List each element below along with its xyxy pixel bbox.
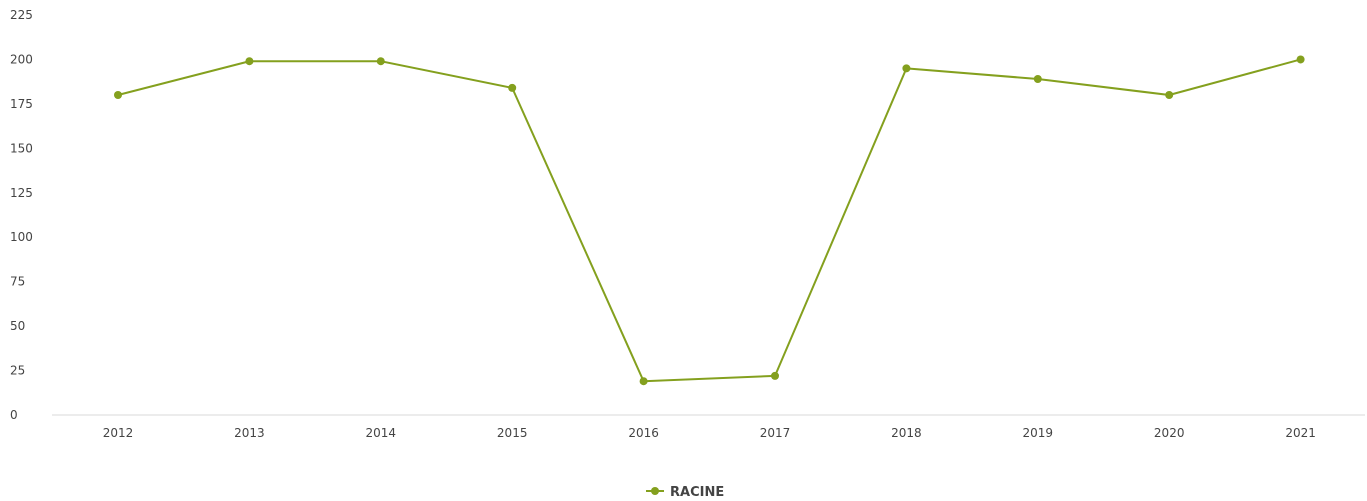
x-tick-label: 2020 — [1154, 426, 1185, 440]
data-point[interactable] — [639, 377, 648, 386]
series-layer — [114, 55, 1305, 386]
data-point[interactable] — [1296, 55, 1305, 64]
y-tick-label: 50 — [10, 319, 25, 333]
legend-label: RACINE — [670, 485, 724, 500]
data-point[interactable] — [902, 64, 911, 73]
x-tick-label: 2019 — [1023, 426, 1054, 440]
x-tick-label: 2016 — [628, 426, 659, 440]
x-tick-label: 2021 — [1285, 426, 1316, 440]
data-point[interactable] — [245, 57, 254, 66]
x-axis: 2012 2013 2014 2015 2016 2017 2018 2019 2020 2021 — [103, 426, 1316, 440]
data-point[interactable] — [508, 83, 517, 92]
x-tick-label: 2017 — [760, 426, 791, 440]
y-tick-label: 125 — [10, 186, 33, 200]
x-tick-label: 2018 — [891, 426, 922, 440]
y-tick-label: 225 — [10, 8, 33, 22]
y-axis: 0 25 50 75 100 125 150 175 200 225 — [10, 8, 33, 422]
y-tick-label: 75 — [10, 275, 25, 289]
x-tick-label: 2013 — [234, 426, 265, 440]
x-tick-label: 2015 — [497, 426, 528, 440]
data-point[interactable] — [1033, 75, 1042, 83]
y-tick-label: 150 — [10, 141, 33, 155]
legend-swatch-marker — [651, 487, 659, 495]
series-line — [117, 58, 1301, 383]
y-tick-label: 175 — [10, 97, 33, 111]
data-point[interactable] — [376, 57, 385, 66]
x-tick-label: 2014 — [366, 426, 397, 440]
data-point[interactable] — [1165, 91, 1174, 99]
legend[interactable]: RACINE — [646, 485, 724, 500]
data-point[interactable] — [114, 91, 122, 99]
y-tick-label: 0 — [10, 408, 18, 422]
y-tick-label: 100 — [10, 230, 33, 244]
x-tick-label: 2012 — [103, 426, 134, 440]
y-tick-label: 200 — [10, 52, 33, 66]
y-tick-label: 25 — [10, 364, 25, 378]
data-point[interactable] — [771, 371, 779, 380]
